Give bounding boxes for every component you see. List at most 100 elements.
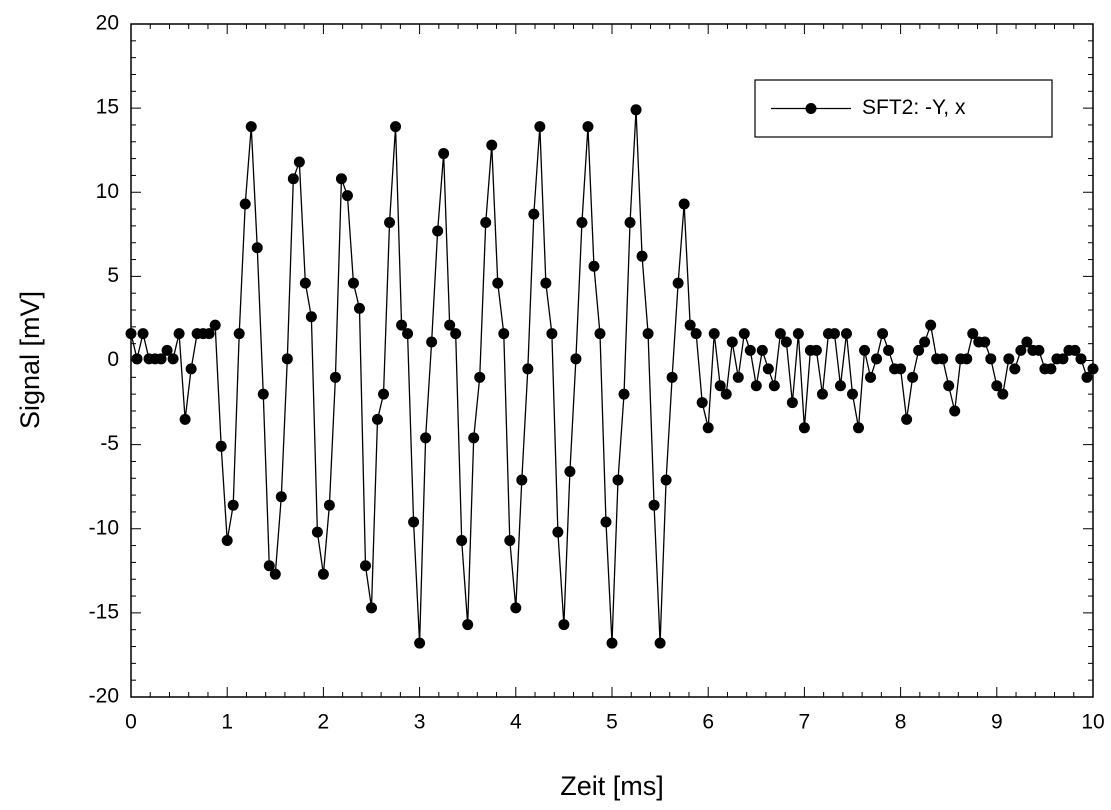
x-tick-label: 1 bbox=[221, 711, 233, 734]
data-point bbox=[209, 319, 221, 331]
data-point bbox=[558, 619, 570, 631]
data-point bbox=[335, 173, 347, 185]
data-point bbox=[907, 371, 919, 383]
data-point bbox=[750, 380, 762, 392]
y-tick-label: 0 bbox=[107, 348, 119, 371]
data-point bbox=[636, 250, 648, 262]
data-point bbox=[816, 388, 828, 400]
data-point bbox=[281, 353, 293, 365]
data-point bbox=[468, 432, 480, 444]
data-point bbox=[546, 328, 558, 340]
data-point bbox=[275, 491, 287, 503]
data-point bbox=[287, 173, 299, 185]
data-point bbox=[1075, 353, 1087, 365]
data-point bbox=[432, 225, 444, 237]
data-point bbox=[510, 602, 522, 614]
data-point bbox=[1003, 353, 1015, 365]
data-point bbox=[384, 217, 396, 229]
data-point bbox=[372, 413, 384, 425]
data-point bbox=[901, 413, 913, 425]
data-point bbox=[456, 535, 468, 547]
data-point bbox=[576, 217, 588, 229]
data-point bbox=[654, 637, 666, 649]
data-point bbox=[1081, 371, 1093, 383]
data-point bbox=[480, 217, 492, 229]
data-point bbox=[564, 466, 576, 478]
data-point bbox=[167, 353, 179, 365]
data-point bbox=[293, 156, 305, 168]
data-point bbox=[251, 242, 263, 254]
data-point bbox=[444, 319, 456, 331]
data-point bbox=[997, 388, 1009, 400]
data-point bbox=[1087, 363, 1099, 375]
data-point bbox=[353, 302, 365, 314]
data-point bbox=[317, 568, 329, 580]
data-point bbox=[366, 602, 377, 614]
data-point bbox=[408, 516, 420, 528]
data-point bbox=[913, 344, 925, 356]
data-point bbox=[648, 499, 660, 511]
data-point bbox=[594, 328, 606, 340]
data-point bbox=[1009, 363, 1021, 375]
data-point bbox=[1057, 353, 1069, 365]
data-point bbox=[774, 328, 786, 340]
data-point bbox=[462, 619, 474, 631]
x-tick-label: 5 bbox=[606, 711, 618, 734]
data-point bbox=[396, 319, 408, 331]
data-point bbox=[708, 328, 720, 340]
data-point bbox=[618, 388, 630, 400]
y-tick-label: -10 bbox=[89, 516, 119, 539]
data-point bbox=[865, 371, 877, 383]
data-point bbox=[810, 344, 822, 356]
data-point bbox=[1045, 363, 1057, 375]
data-point bbox=[624, 217, 636, 229]
data-point bbox=[979, 336, 991, 348]
data-point bbox=[672, 277, 684, 289]
data-point bbox=[1021, 336, 1033, 348]
x-tick-label: 2 bbox=[318, 711, 330, 734]
data-point bbox=[714, 380, 726, 392]
data-point bbox=[792, 328, 804, 340]
data-point bbox=[744, 344, 756, 356]
data-point bbox=[341, 190, 353, 202]
data-point bbox=[1069, 344, 1081, 356]
data-point bbox=[305, 311, 317, 323]
y-tick-label: 10 bbox=[96, 180, 119, 203]
data-point bbox=[323, 499, 335, 511]
data-point bbox=[985, 353, 997, 365]
y-tick-label: -5 bbox=[100, 432, 119, 455]
data-point bbox=[402, 328, 414, 340]
data-point bbox=[347, 277, 359, 289]
data-point bbox=[780, 336, 792, 348]
data-point bbox=[155, 353, 167, 365]
y-tick-label: 15 bbox=[96, 96, 119, 119]
data-point bbox=[732, 371, 744, 383]
x-tick-label: 9 bbox=[991, 711, 1003, 734]
data-point bbox=[678, 198, 690, 210]
data-point bbox=[967, 328, 979, 340]
data-point bbox=[131, 353, 143, 365]
data-point bbox=[919, 336, 931, 348]
legend-label: SFT2: -Y, x bbox=[862, 96, 966, 119]
data-point bbox=[696, 397, 708, 409]
x-tick-label: 7 bbox=[799, 711, 811, 734]
data-point bbox=[828, 328, 840, 340]
data-point bbox=[474, 371, 486, 383]
data-point bbox=[768, 380, 780, 392]
data-point bbox=[486, 139, 498, 151]
data-point bbox=[179, 413, 191, 425]
y-axis-title: Signal [mV] bbox=[15, 291, 45, 429]
data-point bbox=[991, 380, 1003, 392]
data-point bbox=[390, 121, 402, 133]
data-point bbox=[859, 344, 871, 356]
x-tick-label: 0 bbox=[125, 711, 137, 734]
data-point bbox=[420, 432, 432, 444]
data-point bbox=[203, 328, 215, 340]
data-point bbox=[239, 198, 251, 210]
data-point bbox=[666, 371, 678, 383]
data-point bbox=[378, 388, 390, 400]
data-point bbox=[840, 328, 852, 340]
data-point bbox=[185, 363, 197, 375]
data-point bbox=[173, 328, 185, 340]
